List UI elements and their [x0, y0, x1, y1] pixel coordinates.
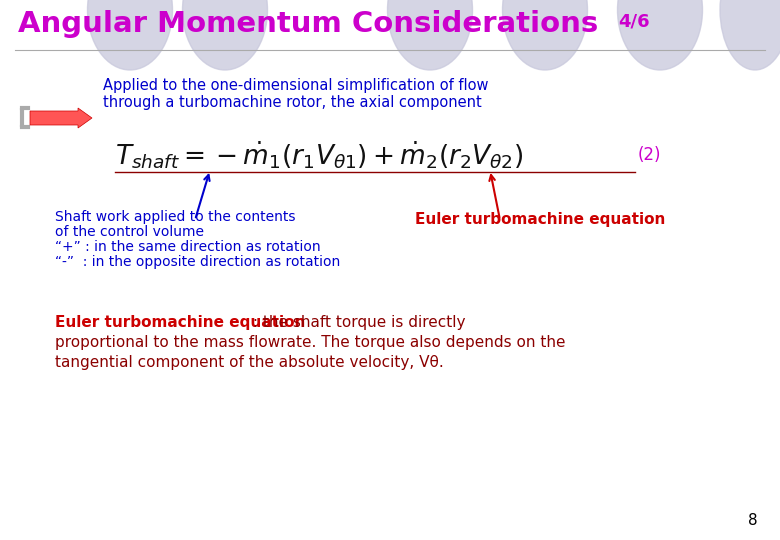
Text: through a turbomachine rotor, the axial component: through a turbomachine rotor, the axial …: [103, 95, 482, 110]
Text: “+” : in the same direction as rotation: “+” : in the same direction as rotation: [55, 240, 321, 254]
Text: 4/6: 4/6: [618, 12, 650, 30]
Text: Angular Momentum Considerations: Angular Momentum Considerations: [18, 10, 598, 38]
Text: : the shaft torque is directly: : the shaft torque is directly: [248, 315, 466, 330]
Ellipse shape: [618, 0, 703, 70]
Ellipse shape: [720, 0, 780, 70]
Text: $T_{shaft} = -\dot{m}_1(r_1 V_{\theta 1}) + \dot{m}_2(r_2 V_{\theta 2})$: $T_{shaft} = -\dot{m}_1(r_1 V_{\theta 1}…: [115, 139, 523, 171]
Text: “-”  : in the opposite direction as rotation: “-” : in the opposite direction as rotat…: [55, 255, 340, 269]
Text: 8: 8: [748, 513, 758, 528]
Ellipse shape: [87, 0, 172, 70]
Text: (2): (2): [638, 146, 661, 164]
Ellipse shape: [388, 0, 473, 70]
Ellipse shape: [183, 0, 268, 70]
Text: tangential component of the absolute velocity, Vθ.: tangential component of the absolute vel…: [55, 355, 444, 370]
Ellipse shape: [502, 0, 587, 70]
Text: Euler turbomachine equation: Euler turbomachine equation: [55, 315, 306, 330]
Text: of the control volume: of the control volume: [55, 225, 204, 239]
Text: proportional to the mass flowrate. The torque also depends on the: proportional to the mass flowrate. The t…: [55, 335, 566, 350]
Text: Euler turbomachine equation: Euler turbomachine equation: [415, 212, 665, 227]
FancyArrow shape: [30, 108, 92, 128]
Text: Shaft work applied to the contents: Shaft work applied to the contents: [55, 210, 296, 224]
Text: Applied to the one-dimensional simplification of flow: Applied to the one-dimensional simplific…: [103, 78, 488, 93]
